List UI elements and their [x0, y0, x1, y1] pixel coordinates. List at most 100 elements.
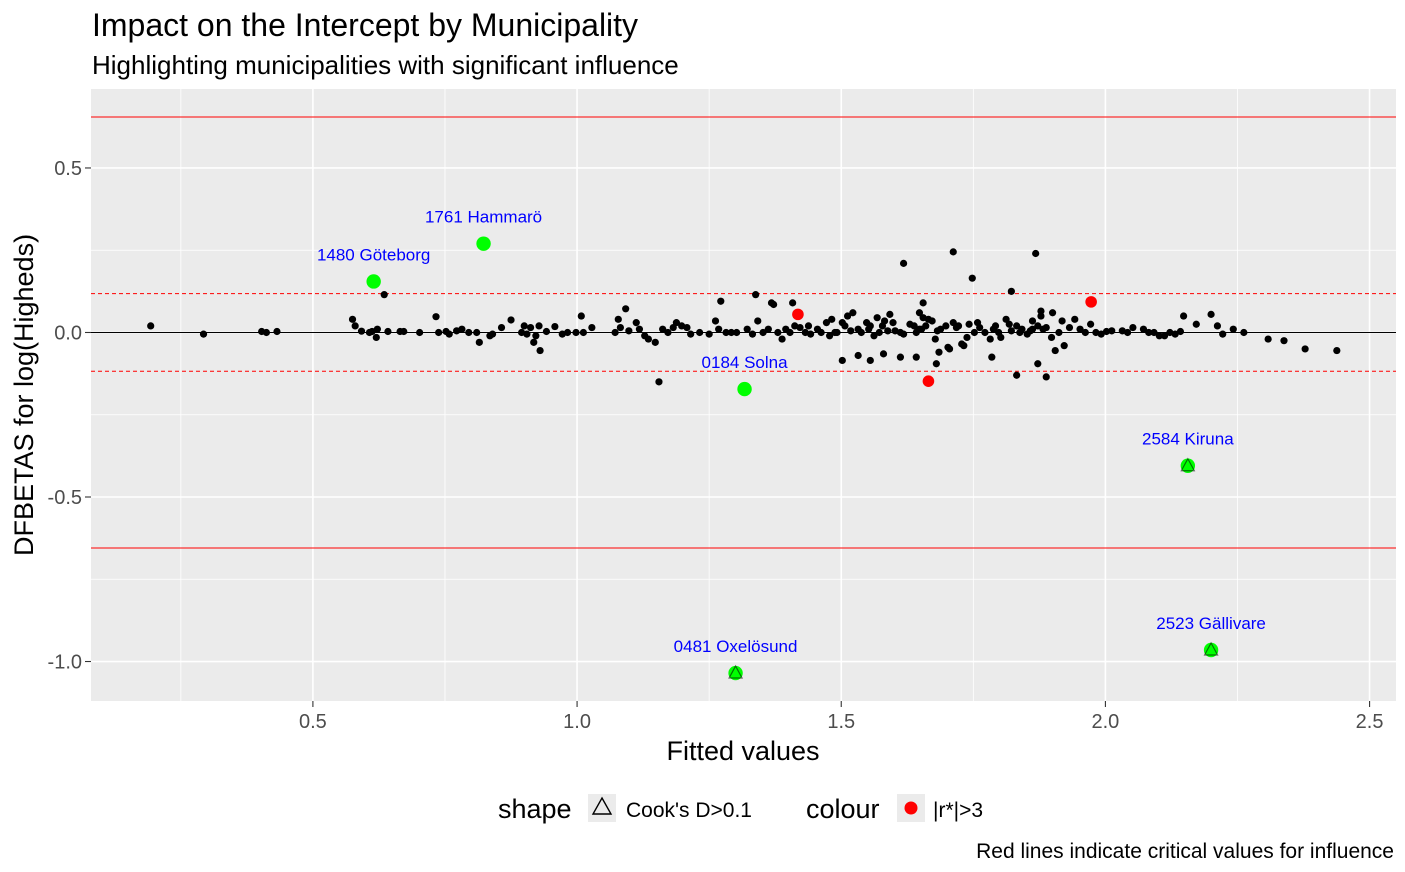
data-point — [843, 312, 852, 320]
data-point — [786, 328, 794, 337]
chart-subtitle: Highlighting municipalities with signifi… — [92, 50, 679, 80]
data-point — [532, 332, 540, 340]
data-point — [1129, 323, 1137, 332]
data-point — [748, 330, 757, 338]
data-point — [1032, 249, 1040, 258]
data-point — [683, 323, 691, 332]
data-point — [715, 325, 723, 333]
data-point — [1034, 322, 1042, 330]
data-point — [963, 333, 971, 342]
data-point — [1005, 320, 1013, 328]
data-point — [915, 309, 924, 317]
data-point — [1081, 328, 1089, 337]
y-tick-label: 0.5 — [54, 158, 82, 180]
data-point — [960, 342, 968, 350]
data-point — [817, 328, 825, 337]
data-point — [497, 323, 506, 332]
data-point — [1219, 330, 1227, 338]
cooks-d-triangle-icon — [1180, 457, 1196, 472]
data-point — [655, 378, 663, 386]
data-point — [764, 325, 772, 333]
y-axis-ticks: 0.5 0.0 -0.5 -1.0 — [48, 158, 91, 674]
data-point — [611, 328, 619, 337]
data-point — [1007, 287, 1015, 295]
data-point — [804, 322, 813, 330]
grid-minor — [91, 89, 1396, 701]
legend-colour-title: colour — [806, 794, 880, 824]
data-point — [722, 328, 730, 337]
data-point — [1176, 327, 1185, 336]
data-point — [384, 327, 392, 336]
data-point — [838, 356, 846, 365]
data-point — [445, 330, 453, 338]
reference-lines — [91, 116, 1396, 549]
data-point — [968, 274, 976, 282]
data-point — [743, 325, 751, 333]
data-point — [919, 299, 927, 307]
data-point — [770, 300, 778, 309]
data-point — [1048, 309, 1057, 317]
data-point — [651, 338, 659, 346]
data-point — [507, 316, 515, 324]
data-point — [1051, 346, 1059, 355]
data-point — [616, 323, 624, 332]
data-point — [789, 299, 797, 307]
data-point — [1207, 310, 1215, 318]
point-label: 0184 Solna — [702, 353, 789, 372]
data-point — [1139, 325, 1148, 333]
data-point — [579, 328, 588, 337]
influential-point — [728, 665, 743, 681]
data-point — [622, 305, 630, 313]
data-point — [991, 322, 1000, 330]
data-point — [754, 317, 762, 325]
point-label: 2584 Kiruna — [1142, 430, 1234, 449]
data-point — [475, 338, 483, 346]
data-point — [357, 327, 366, 335]
data-point — [551, 322, 559, 331]
data-point — [857, 328, 865, 337]
data-point — [659, 325, 667, 333]
data-point — [896, 353, 905, 361]
x-tick-label: 2.5 — [1356, 711, 1384, 733]
data-point — [1160, 332, 1169, 340]
chart-caption: Red lines indicate critical values for i… — [976, 840, 1394, 863]
data-point — [465, 328, 473, 337]
data-point — [1192, 320, 1200, 328]
data-point — [889, 319, 897, 327]
legend: shape Cook's D>0.1 colour |r*|>3 — [498, 794, 983, 824]
data-point — [944, 343, 952, 351]
data-point — [1076, 325, 1084, 333]
data-point — [351, 322, 359, 330]
point-labels: 1761 Hammarö 1480 Göteborg 0184 Solna 2584 … — [317, 208, 1266, 656]
data-point — [473, 328, 481, 337]
data-point — [530, 338, 538, 346]
data-point — [759, 328, 767, 337]
point-label: 1480 Göteborg — [317, 245, 430, 264]
data-point — [954, 322, 963, 330]
data-point — [523, 330, 531, 338]
residual-point — [922, 375, 935, 387]
data-point — [526, 323, 535, 332]
data-point — [1037, 307, 1045, 315]
data-point — [635, 325, 644, 333]
y-tick-label: -1.0 — [48, 652, 82, 674]
data-point — [886, 310, 894, 318]
y-tick-label: -0.5 — [48, 487, 82, 509]
data-point — [416, 328, 424, 337]
data-point — [1034, 360, 1042, 368]
points-highlight — [366, 236, 1219, 681]
data-point — [1028, 317, 1037, 325]
data-point — [774, 328, 782, 337]
data-point — [828, 315, 836, 323]
data-point — [924, 315, 933, 323]
data-point — [1108, 327, 1116, 335]
data-point — [696, 328, 704, 337]
data-point — [400, 327, 408, 336]
data-point — [1013, 371, 1021, 379]
data-point — [949, 248, 957, 256]
data-point — [912, 353, 920, 361]
data-point — [588, 323, 596, 332]
legend-shape-triangle-icon — [591, 796, 613, 815]
data-point — [1145, 328, 1153, 337]
data-point — [847, 327, 855, 335]
